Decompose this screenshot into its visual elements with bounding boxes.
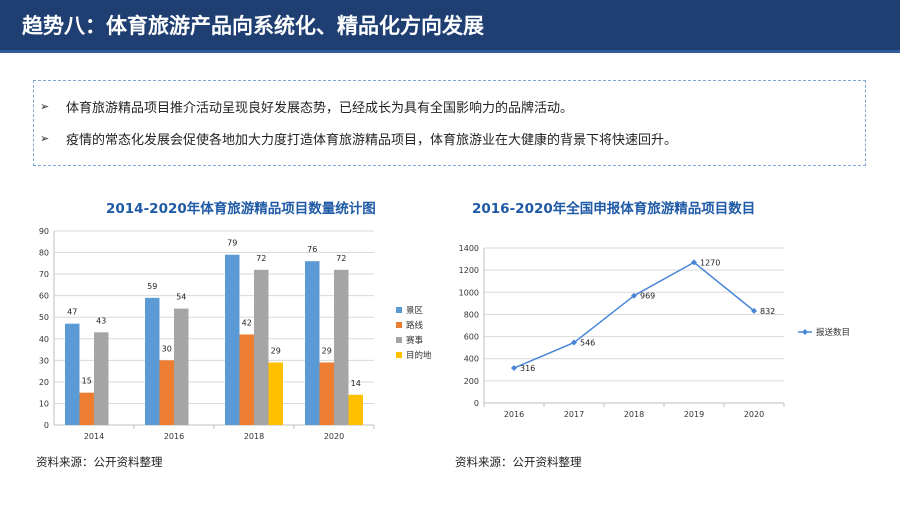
y-tick-label: 600 bbox=[464, 333, 479, 342]
page-title: 趋势八：体育旅游产品向系统化、精品化方向发展 bbox=[22, 14, 484, 38]
bar bbox=[268, 362, 283, 425]
y-tick-label: 70 bbox=[39, 270, 49, 279]
legend-swatch bbox=[396, 322, 402, 328]
header-bar: 趋势八：体育旅游产品向系统化、精品化方向发展 bbox=[0, 0, 900, 53]
data-point bbox=[511, 365, 517, 372]
x-tick-label: 2016 bbox=[504, 410, 524, 419]
data-label: 29 bbox=[271, 346, 281, 355]
x-tick-label: 2019 bbox=[684, 410, 704, 419]
data-label: 30 bbox=[162, 344, 172, 353]
bullet-text: 体育旅游精品项目推介活动呈现良好发展态势，已经成长为具有全国影响力的品牌活动。 bbox=[66, 101, 574, 116]
y-tick-label: 0 bbox=[474, 399, 479, 408]
data-label: 1270 bbox=[700, 258, 720, 267]
data-point bbox=[691, 259, 697, 266]
y-tick-label: 1000 bbox=[459, 288, 479, 297]
data-label: 969 bbox=[640, 292, 655, 301]
bar-chart-title: 2014-2020年体育旅游精品项目数量统计图 bbox=[106, 201, 376, 217]
y-tick-label: 40 bbox=[39, 335, 49, 344]
line-chart-title: 2016-2020年全国申报体育旅游精品项目数目 bbox=[472, 201, 756, 217]
bar bbox=[348, 394, 363, 425]
bar bbox=[94, 332, 109, 425]
bar bbox=[145, 297, 160, 425]
y-tick-label: 20 bbox=[39, 378, 49, 387]
bar bbox=[319, 362, 334, 425]
data-label: 47 bbox=[67, 308, 77, 317]
data-point bbox=[631, 292, 637, 299]
data-point bbox=[751, 307, 757, 314]
data-label: 546 bbox=[580, 339, 595, 348]
bar bbox=[254, 269, 269, 425]
x-tick-label: 2018 bbox=[624, 410, 644, 419]
bar bbox=[225, 254, 240, 425]
legend-swatch bbox=[396, 307, 402, 313]
bar bbox=[159, 360, 174, 425]
y-tick-label: 80 bbox=[39, 249, 49, 258]
data-label: 14 bbox=[351, 379, 361, 388]
data-label: 316 bbox=[520, 364, 535, 373]
summary-box: ➢ 体育旅游精品项目推介活动呈现良好发展态势，已经成长为具有全国影响力的品牌活动… bbox=[33, 80, 866, 166]
x-tick-label: 2020 bbox=[324, 432, 344, 441]
series-line bbox=[513, 261, 755, 369]
bar-chart-source: 资料来源：公开资料整理 bbox=[36, 455, 163, 469]
legend-swatch bbox=[396, 337, 402, 343]
bar bbox=[79, 392, 94, 425]
legend-label: 报送数目 bbox=[816, 327, 850, 338]
bar bbox=[334, 269, 349, 425]
y-tick-label: 50 bbox=[39, 313, 49, 322]
bar bbox=[65, 323, 80, 425]
bar bbox=[305, 261, 320, 425]
y-tick-label: 0 bbox=[44, 421, 49, 430]
y-tick-label: 10 bbox=[39, 399, 49, 408]
data-label: 59 bbox=[147, 282, 157, 291]
bullet-text: 疫情的常态化发展会促使各地加大力度打造体育旅游精品项目，体育旅游业在大健康的背景… bbox=[66, 133, 678, 148]
bar bbox=[239, 334, 254, 425]
legend-label: 目的地 bbox=[406, 350, 432, 361]
data-label: 72 bbox=[256, 254, 266, 263]
data-label: 54 bbox=[176, 293, 186, 302]
line-chart-source: 资料来源：公开资料整理 bbox=[455, 455, 582, 469]
data-label: 42 bbox=[242, 318, 252, 327]
data-label: 15 bbox=[82, 377, 92, 386]
line-chart: 0 200 400 600 800 1000 1200 1400 2016 2017 2018 201… bbox=[459, 244, 850, 419]
x-tick-label: 2018 bbox=[244, 432, 264, 441]
y-tick-label: 60 bbox=[39, 292, 49, 301]
legend-label: 赛事 bbox=[406, 335, 424, 346]
legend-label: 景区 bbox=[406, 306, 424, 316]
bar-chart: 0 10 20 30 40 50 60 70 80 90 2014 47 15 43 2016 59 30 54 2… bbox=[39, 227, 432, 441]
y-tick-label: 800 bbox=[464, 310, 479, 319]
y-tick-label: 90 bbox=[39, 227, 49, 236]
data-label: 29 bbox=[322, 346, 332, 355]
bullet-item: ➢ 疫情的常态化发展会促使各地加大力度打造体育旅游精品项目，体育旅游业在大健康的… bbox=[40, 129, 677, 148]
y-tick-label: 400 bbox=[464, 355, 479, 364]
header-accent-line bbox=[0, 50, 900, 53]
data-label: 79 bbox=[227, 239, 237, 248]
y-tick-label: 30 bbox=[39, 356, 49, 365]
legend-marker bbox=[802, 329, 808, 335]
legend-swatch bbox=[396, 352, 402, 358]
data-label: 832 bbox=[760, 307, 775, 316]
data-point bbox=[571, 339, 577, 346]
x-tick-label: 2017 bbox=[564, 410, 584, 419]
x-tick-label: 2014 bbox=[84, 432, 104, 441]
x-tick-label: 2016 bbox=[164, 432, 184, 441]
bullet-item: ➢ 体育旅游精品项目推介活动呈现良好发展态势，已经成长为具有全国影响力的品牌活动… bbox=[40, 97, 573, 116]
y-tick-label: 200 bbox=[464, 377, 479, 386]
arrow-bullet-icon: ➢ bbox=[40, 132, 50, 145]
legend-label: 路线 bbox=[406, 320, 424, 331]
bar bbox=[174, 308, 189, 425]
data-label: 43 bbox=[96, 316, 106, 325]
y-tick-label: 1400 bbox=[459, 244, 479, 253]
arrow-bullet-icon: ➢ bbox=[40, 100, 50, 113]
data-label: 72 bbox=[336, 254, 346, 263]
y-tick-label: 1200 bbox=[459, 266, 479, 275]
data-label: 76 bbox=[307, 245, 317, 254]
x-tick-label: 2020 bbox=[744, 410, 764, 419]
